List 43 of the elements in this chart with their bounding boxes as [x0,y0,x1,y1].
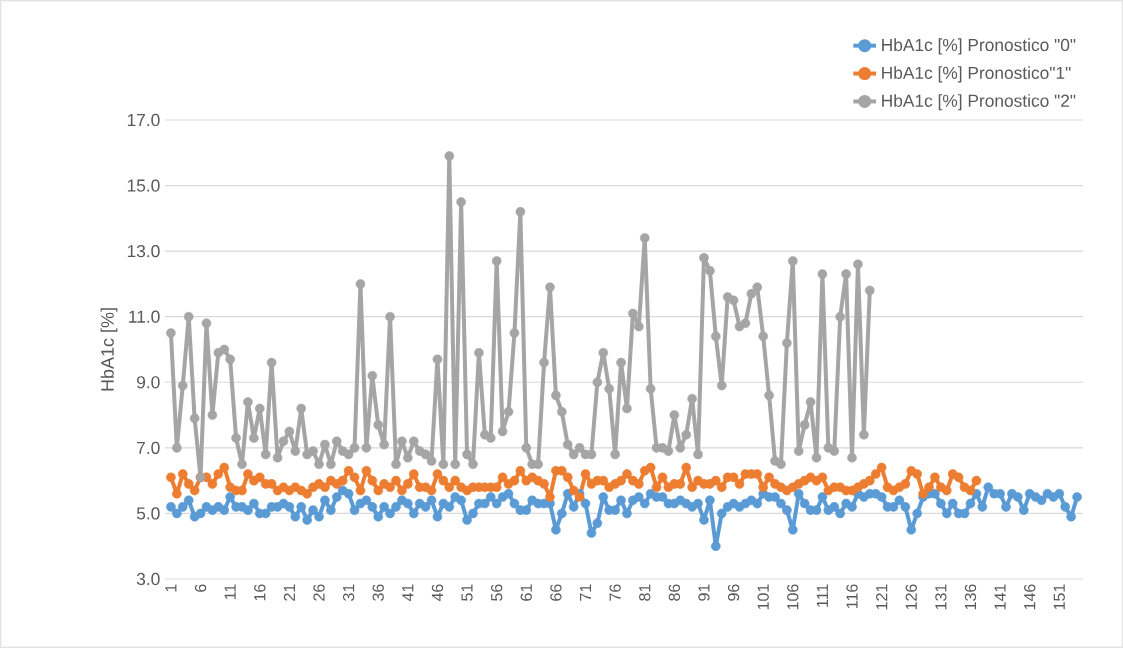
x-tick-label: 71 [580,584,592,601]
x-tick-label: 41 [402,584,414,602]
x-tick-label: 111 [816,584,828,607]
x-tick-label: 56 [491,584,503,601]
x-tick-label: 76 [609,584,621,601]
legend-label: HbA1c [%] Pronostico"1" [882,66,1071,83]
x-tick-label: 86 [668,584,680,601]
x-tick-label: 126 [905,584,917,610]
y-tick-label: 17.0 [127,113,160,127]
x-tick-label: 16 [254,584,266,601]
x-tick-label: 11 [224,584,236,600]
x-tick-label: 146 [1024,584,1036,610]
x-tick-label: 31 [342,584,355,601]
x-tick-label: 6 [194,584,207,592]
y-tick-label: 13.0 [127,244,160,258]
x-tick-label: 136 [964,584,977,610]
y-tick-label: 5.0 [136,507,160,520]
legend-label: HbA1c [%] Pronostico "2" [882,94,1076,111]
x-tick-label: 46 [431,584,444,602]
x-tick-label: 151 [1053,584,1065,610]
x-tick-label: 81 [639,584,651,601]
x-tick-label: 21 [283,584,295,601]
x-tick-label: 1 [165,584,177,592]
x-tick-label: 121 [876,584,888,610]
x-tick-label: 131 [935,584,947,610]
x-tick-label: 116 [846,584,858,608]
y-tick-label: 3.0 [136,572,160,586]
x-tick-label: 141 [994,584,1006,610]
x-tick-label: 61 [520,584,532,601]
x-tick-label: 96 [727,584,740,601]
x-tick-label: 36 [372,584,384,601]
legend-label: HbA1c [%] Pronostico "0" [882,38,1076,55]
y-tick-label: 9.0 [137,376,160,389]
x-tick-label: 66 [550,584,562,601]
y-tick-label: 15.0 [127,179,160,192]
x-tick-label: 106 [787,584,799,610]
y-tick-label: 11.0 [129,310,160,323]
x-tick-label: 101 [757,584,769,610]
x-tick-label: 51 [461,584,473,601]
y-tick-label: 7.0 [137,441,160,454]
x-tick-label: 26 [313,584,325,601]
y-axis-title: HbA1c [%] [100,308,118,391]
x-tick-label: 91 [698,584,710,601]
